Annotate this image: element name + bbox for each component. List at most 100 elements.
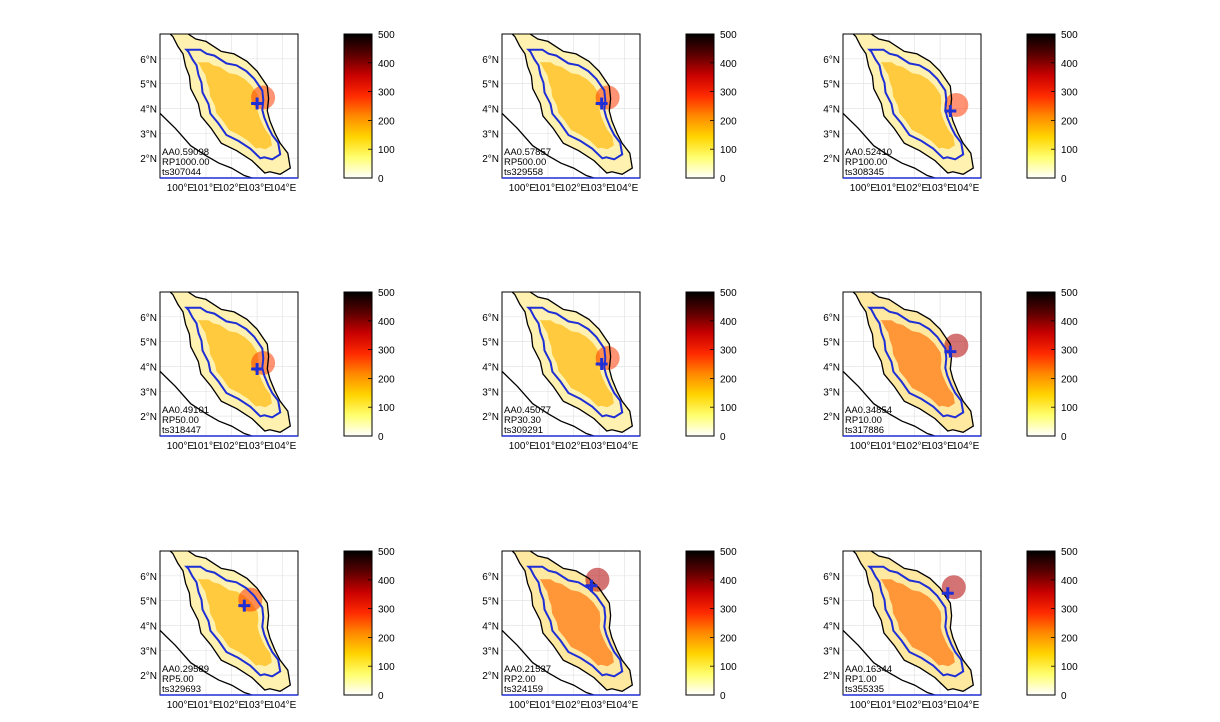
lat-tick-label: 5°N (823, 597, 840, 608)
lon-tick-label: 100°E (850, 441, 878, 452)
hazard-contour (526, 306, 624, 419)
colorbar-tick-label: 500 (1061, 288, 1078, 299)
lat-tick-label: 4°N (482, 621, 499, 632)
epicenter-cross-icon (595, 97, 608, 110)
epicenter-cross-icon (585, 579, 598, 592)
lon-tick-label: 100°E (509, 700, 537, 711)
annotation-aa: AA0.21537 (504, 664, 551, 675)
lon-tick-label: 102°E (560, 700, 588, 711)
lon-tick-label: 102°E (218, 700, 246, 711)
epicenter-cross-icon (238, 599, 251, 612)
lat-tick-label: 4°N (140, 104, 157, 115)
lat-tick-label: 3°N (140, 387, 157, 398)
lat-tick-label: 4°N (482, 362, 499, 373)
colorbar-tick-label: 300 (720, 605, 737, 616)
map-panel: 6°N 5°N 4°N 3°N 2°N 100°E101°E102°E103°E104°E… (823, 547, 1078, 711)
hazard-core (539, 62, 614, 150)
lat-tick-label: 3°N (823, 129, 840, 140)
colorbar-tick-label: 300 (720, 346, 737, 357)
colorbar-tick-label: 100 (1061, 662, 1078, 673)
colorbar-tick-label: 200 (1061, 633, 1078, 644)
lon-tick-label: 103°E (243, 441, 271, 452)
hazard-core (539, 320, 614, 408)
colorbar-tick-label: 0 (720, 432, 726, 443)
colorbar-tick-label: 300 (1061, 605, 1078, 616)
coastline (169, 551, 292, 692)
epicenter-cross-icon (944, 104, 957, 117)
coastline (852, 292, 975, 433)
colorbar-tick-label: 400 (1061, 317, 1078, 328)
lat-tick-label: 4°N (823, 362, 840, 373)
annotation-aa: AA0.16344 (845, 664, 892, 675)
coastline (502, 370, 595, 436)
annotation-aa: AA0.34854 (845, 405, 892, 416)
colorbar (685, 33, 715, 179)
lon-tick-label: 102°E (901, 183, 929, 194)
coastline (502, 629, 595, 695)
annotation-aa: AA0.57857 (504, 147, 551, 158)
colorbar-tick-label: 400 (378, 317, 395, 328)
lon-tick-label: 103°E (926, 700, 954, 711)
lon-tick-label: 104°E (611, 183, 639, 194)
annotation-rp: RP5.00 (162, 674, 194, 685)
hazard-peak (595, 85, 620, 110)
hazard-peak (944, 333, 969, 358)
annotation-rp: RP50.00 (162, 415, 199, 426)
annotation-ts: ts329693 (162, 684, 201, 695)
lon-tick-label: 102°E (218, 441, 246, 452)
colorbar-tick-label: 300 (720, 88, 737, 99)
colorbar-tick-label: 0 (378, 691, 384, 702)
lat-tick-label: 4°N (482, 104, 499, 115)
lon-tick-label: 101°E (192, 183, 220, 194)
annotation-aa: AA0.59098 (162, 147, 209, 158)
hazard-core (880, 579, 955, 667)
colorbar-tick-label: 300 (378, 88, 395, 99)
lat-tick-label: 5°N (140, 338, 157, 349)
annotation-ts: ts355335 (845, 684, 884, 695)
lon-tick-label: 101°E (875, 441, 903, 452)
map-panel: 6°N 5°N 4°N 3°N 2°N 100°E101°E102°E103°E104°E… (140, 547, 395, 711)
lon-tick-label: 103°E (585, 700, 613, 711)
colorbar-tick-label: 100 (378, 403, 395, 414)
colorbar-tick-label: 300 (1061, 88, 1078, 99)
lat-tick-label: 6°N (482, 55, 499, 66)
lat-tick-label: 5°N (823, 338, 840, 349)
colorbar-tick-label: 200 (378, 116, 395, 127)
hazard-contour (184, 306, 282, 419)
hazard-contour (184, 565, 282, 678)
lon-tick-label: 103°E (585, 183, 613, 194)
colorbar-tick-label: 0 (1061, 432, 1067, 443)
lon-tick-label: 104°E (952, 183, 980, 194)
colorbar (685, 291, 715, 437)
colorbar-tick-label: 400 (720, 576, 737, 587)
colorbar-tick-label: 0 (720, 174, 726, 185)
colorbar-tick-label: 200 (1061, 116, 1078, 127)
colorbar-tick-label: 400 (720, 317, 737, 328)
colorbar-tick-label: 100 (720, 662, 737, 673)
colorbar-tick-label: 100 (378, 662, 395, 673)
colorbar-tick-label: 300 (378, 346, 395, 357)
lat-tick-label: 4°N (823, 104, 840, 115)
colorbar-tick-label: 500 (720, 288, 737, 299)
lat-tick-label: 6°N (140, 55, 157, 66)
lon-tick-label: 103°E (243, 700, 271, 711)
lon-tick-label: 101°E (534, 183, 562, 194)
colorbar-tick-label: 400 (378, 576, 395, 587)
colorbar-tick-label: 400 (1061, 576, 1078, 587)
colorbar-tick-label: 300 (1061, 346, 1078, 357)
lon-tick-label: 100°E (509, 183, 537, 194)
colorbar-tick-label: 500 (378, 547, 395, 558)
colorbar-tick-label: 200 (1061, 374, 1078, 385)
lat-tick-label: 5°N (482, 597, 499, 608)
coastline (160, 112, 253, 178)
lon-tick-label: 101°E (192, 700, 220, 711)
colorbar-tick-label: 500 (720, 547, 737, 558)
hazard-contour (526, 48, 624, 161)
annotation-rp: RP30.30 (504, 415, 541, 426)
lon-tick-label: 104°E (611, 700, 639, 711)
lat-tick-label: 3°N (140, 129, 157, 140)
annotation-rp: RP1.00 (845, 674, 877, 685)
colorbar-tick-label: 500 (720, 30, 737, 41)
epicenter-cross-icon (941, 587, 954, 600)
